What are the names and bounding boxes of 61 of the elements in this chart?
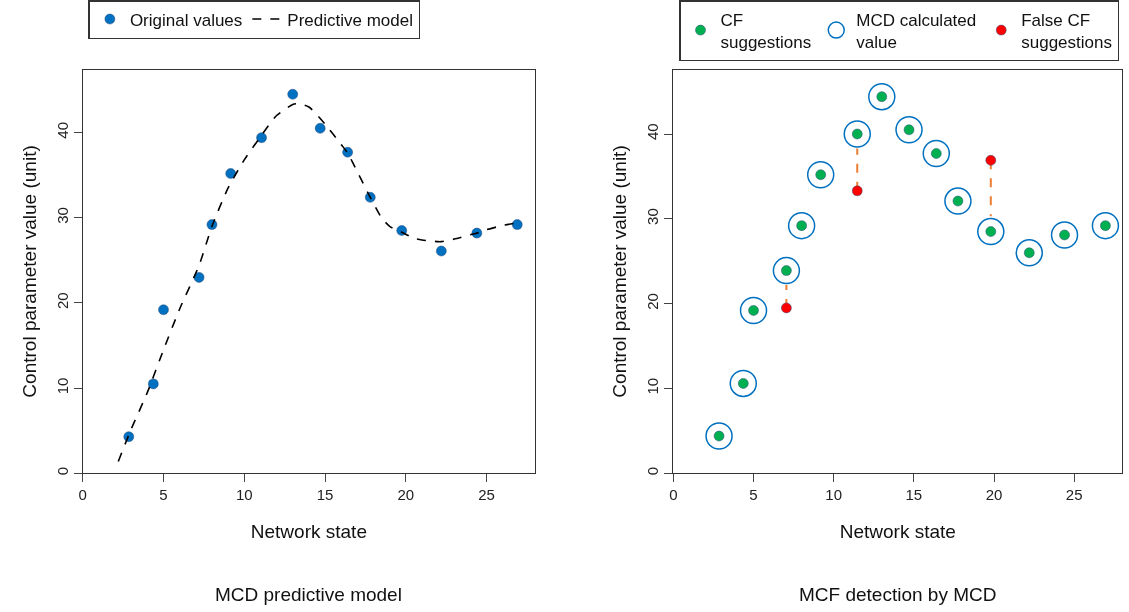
point <box>256 132 267 143</box>
x-tick-label: 15 <box>905 486 923 504</box>
x-axis-title: Network state <box>250 521 367 543</box>
point <box>781 302 792 314</box>
point <box>1050 221 1079 249</box>
point <box>772 256 801 285</box>
y-tick-label: 40 <box>53 121 71 139</box>
point <box>868 82 896 111</box>
x-tick-label: 20 <box>985 486 1003 504</box>
y-axis-title: Control parameter value (unit) <box>609 145 631 398</box>
point <box>148 378 159 390</box>
y-tick-label: 0 <box>53 466 71 476</box>
x-tick-label: 25 <box>1065 486 1083 504</box>
x-tick-label: 10 <box>825 486 843 504</box>
legend-label: Original values <box>129 10 243 30</box>
point <box>1091 211 1120 240</box>
point <box>985 155 997 166</box>
text: MCD predictive model <box>215 584 402 605</box>
text: MCF detection by MCD <box>799 584 997 605</box>
legend-label: False CF suggestions <box>1021 10 1112 52</box>
x-tick-label: 5 <box>749 486 758 504</box>
y-tick-label: 0 <box>644 466 662 476</box>
point <box>342 146 353 158</box>
x-tick-label: 25 <box>478 486 495 504</box>
point <box>895 116 923 144</box>
point <box>944 187 972 215</box>
x-tick-label: 0 <box>78 486 87 504</box>
y-axis-title: Control parameter value (unit) <box>18 145 40 398</box>
point <box>1015 239 1044 267</box>
point <box>436 245 447 257</box>
y-tick-label: 10 <box>644 377 662 395</box>
x-tick-label: 0 <box>669 486 678 504</box>
point <box>977 217 1005 246</box>
point <box>729 369 758 398</box>
point <box>739 296 768 325</box>
point <box>193 272 205 283</box>
y-tick-label: 30 <box>53 207 71 224</box>
point <box>158 304 169 316</box>
y-tick-label: 10 <box>53 377 71 395</box>
y-tick-label: 20 <box>644 293 662 310</box>
point <box>806 160 835 189</box>
point <box>852 185 863 197</box>
point <box>287 89 298 100</box>
point <box>225 168 236 179</box>
legend-label: MCD calculated value <box>856 10 977 52</box>
x-axis-title: Network state <box>839 521 956 543</box>
x-tick-label: 15 <box>316 486 334 504</box>
x-tick-label: 20 <box>397 486 415 504</box>
legend-label: Predictive model <box>287 10 413 30</box>
y-tick-label: 30 <box>644 208 662 225</box>
point <box>787 211 816 240</box>
x-tick-label: 5 <box>159 486 168 504</box>
point <box>843 120 872 148</box>
point <box>314 123 326 134</box>
y-tick-label: 20 <box>53 292 71 310</box>
point <box>511 219 523 230</box>
y-tick-label: 40 <box>644 123 662 141</box>
x-tick-label: 10 <box>235 486 253 504</box>
point <box>705 422 733 450</box>
point <box>922 139 951 168</box>
legend-label: CF suggestions <box>720 10 812 52</box>
